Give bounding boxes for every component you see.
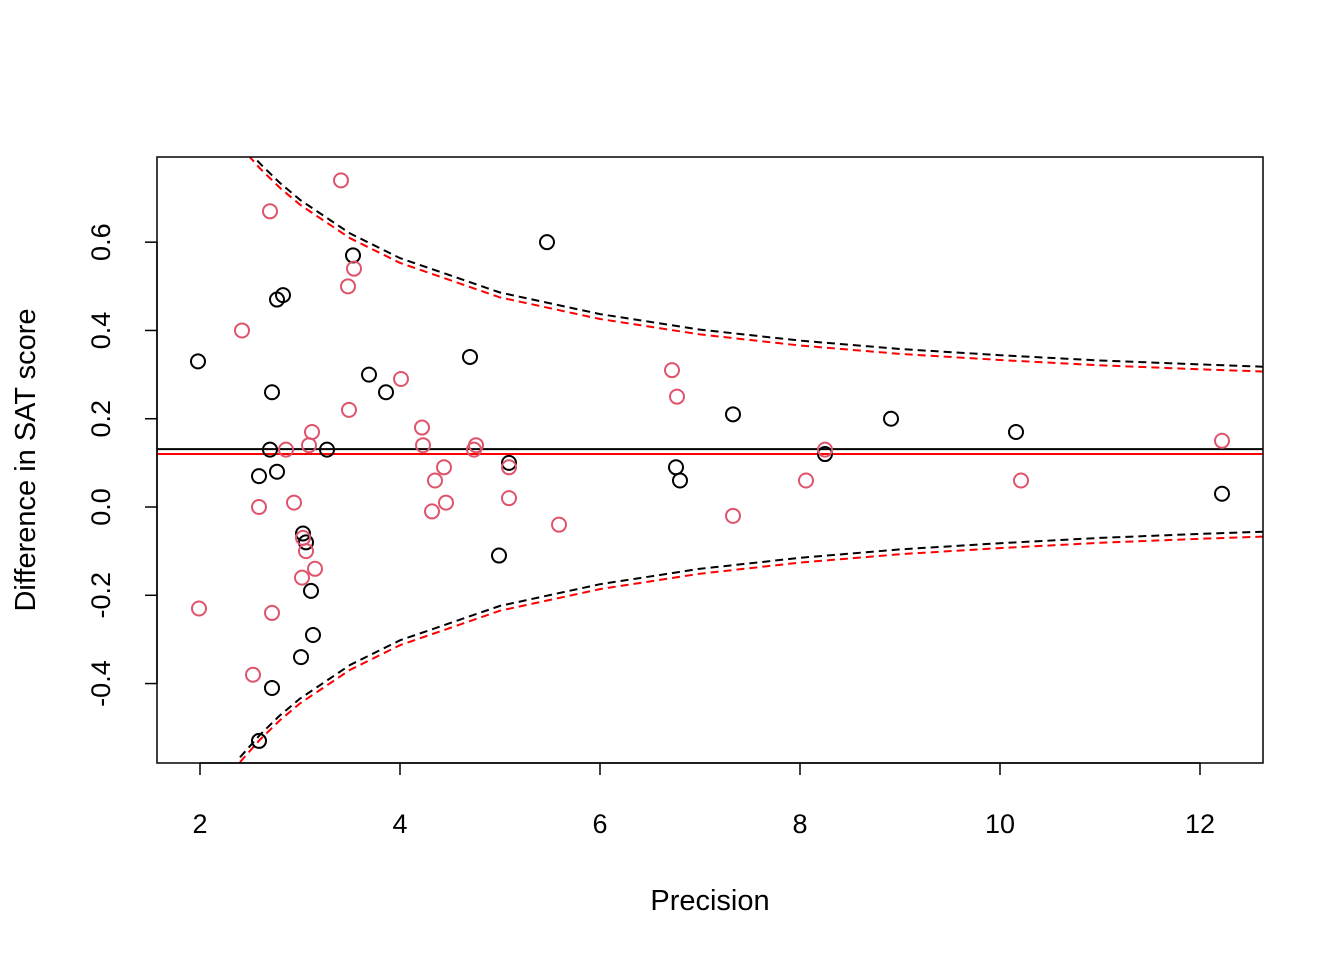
data-point-1-7 (414, 419, 430, 436)
data-point-1-1 (262, 203, 278, 220)
data-point-1-31 (669, 388, 685, 405)
data-point-0-21 (539, 234, 555, 251)
data-point-0-9 (378, 384, 394, 401)
data-point-1-11 (278, 441, 294, 458)
data-point-1-36 (1214, 432, 1230, 449)
data-point-0-0 (190, 353, 206, 370)
funnel-lower-1 (239, 535, 1263, 763)
data-point-1-17 (424, 503, 440, 520)
data-point-1-14 (436, 459, 452, 476)
y-tick-label: 0.4 (86, 312, 116, 350)
data-point-1-15 (427, 472, 443, 489)
data-point-0-22 (668, 459, 684, 476)
data-point-0-18 (462, 348, 478, 365)
data-point-0-27 (1008, 423, 1024, 440)
plot-marks (157, 157, 1263, 763)
data-point-1-34 (817, 441, 833, 458)
y-tick-label: -0.4 (86, 660, 116, 707)
data-point-0-3 (251, 468, 267, 485)
data-point-1-21 (501, 490, 517, 507)
data-point-1-25 (307, 560, 323, 577)
data-point-0-6 (275, 287, 291, 304)
data-point-1-5 (393, 371, 409, 388)
data-point-0-14 (305, 627, 321, 644)
x-tick-label: 2 (192, 809, 207, 839)
data-point-1-18 (286, 494, 302, 511)
data-point-1-2 (346, 260, 362, 277)
data-point-0-11 (295, 525, 311, 542)
data-point-1-29 (245, 666, 261, 683)
data-point-1-3 (340, 278, 356, 295)
data-point-0-25 (817, 446, 833, 463)
data-point-0-8 (361, 366, 377, 383)
data-point-0-15 (293, 649, 309, 666)
data-point-1-20 (501, 459, 517, 476)
y-axis-title: Difference in SAT score (10, 308, 42, 611)
data-point-1-19 (251, 499, 267, 516)
data-point-1-13 (466, 441, 482, 458)
data-point-0-24 (725, 406, 741, 423)
data-point-1-30 (664, 362, 680, 379)
data-point-1-4 (234, 322, 250, 339)
funnel-upper-0 (252, 157, 1263, 368)
data-point-1-28 (264, 604, 280, 621)
data-point-0-17 (251, 732, 267, 749)
data-point-1-33 (798, 472, 814, 489)
data-point-1-16 (438, 494, 454, 511)
data-point-0-13 (303, 582, 319, 599)
data-point-0-20 (491, 547, 507, 564)
data-point-0-1 (264, 384, 280, 401)
data-point-1-9 (415, 437, 431, 454)
data-point-1-10 (301, 437, 317, 454)
y-tick-label: 0.2 (86, 400, 116, 438)
data-point-1-24 (298, 543, 314, 560)
funnel-upper-1 (248, 157, 1263, 373)
data-point-1-35 (1013, 472, 1029, 489)
data-point-1-26 (294, 569, 310, 586)
data-point-0-7 (345, 247, 361, 264)
data-point-0-4 (269, 463, 285, 480)
x-tick-label: 10 (985, 809, 1015, 839)
data-point-1-22 (551, 516, 567, 533)
data-point-0-16 (264, 679, 280, 696)
x-axis-title: Precision (650, 885, 769, 917)
data-point-1-0 (333, 172, 349, 189)
data-point-0-12 (298, 534, 314, 551)
x-tick-label: 8 (792, 809, 807, 839)
data-point-0-23 (672, 472, 688, 489)
funnel-lower-0 (239, 530, 1263, 758)
data-point-1-6 (341, 401, 357, 418)
plot-frame (156, 156, 1264, 764)
data-point-0-28 (1214, 485, 1230, 502)
data-point-0-19 (501, 454, 517, 471)
x-tick-label: 6 (592, 809, 607, 839)
x-tick-label: 4 (392, 809, 407, 839)
data-point-0-10 (319, 441, 335, 458)
y-tick-label: -0.2 (86, 572, 116, 619)
data-point-1-32 (725, 507, 741, 524)
y-tick-label: 0.0 (86, 488, 116, 526)
data-point-1-27 (191, 600, 207, 617)
x-axis: 2 4 6 8 10 12 (192, 762, 1215, 839)
y-axis: -0.4 -0.2 0.0 0.2 0.4 0.6 (86, 223, 158, 707)
data-point-0-2 (262, 441, 278, 458)
data-point-0-26 (883, 410, 899, 427)
y-tick-label: 0.6 (86, 223, 116, 261)
x-tick-label: 12 (1185, 809, 1215, 839)
data-point-1-8 (304, 423, 320, 440)
